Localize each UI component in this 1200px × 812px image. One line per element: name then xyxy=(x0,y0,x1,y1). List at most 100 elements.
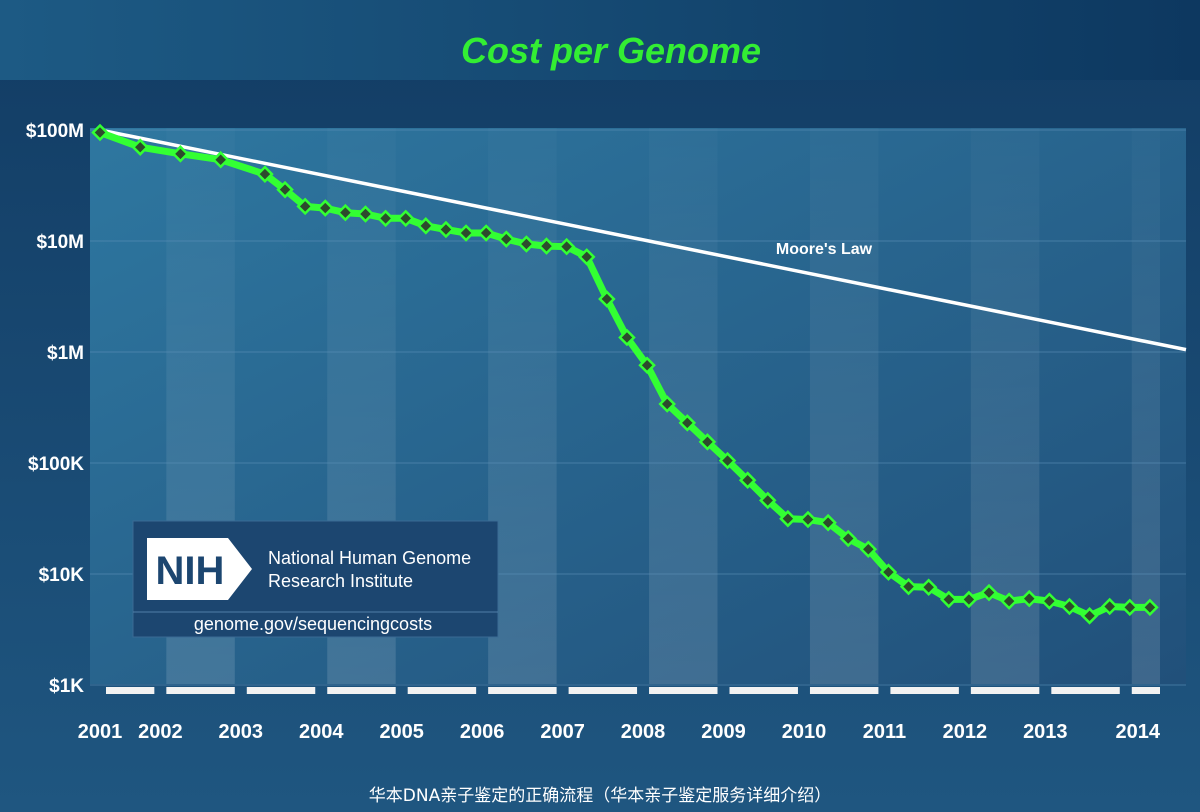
x-tick-label: 2004 xyxy=(299,721,344,743)
x-tick-label: 2006 xyxy=(460,721,505,743)
y-axis-tick-labels: $100M $10M $1M $100K $10K $1K xyxy=(26,121,84,697)
data-point-marker xyxy=(457,224,475,242)
x-tick-label: 2008 xyxy=(621,721,666,743)
year-stripe xyxy=(809,128,879,684)
data-point-marker xyxy=(517,235,536,253)
x-axis-tick-labels: 2001 2002 2003 2004 2005 2006 2007 2008 2009 2010… xyxy=(78,721,1161,743)
x-tick-label: 2012 xyxy=(943,721,988,743)
title-band xyxy=(0,0,1200,80)
data-point-marker xyxy=(356,205,375,223)
y-tick-label: $1K xyxy=(49,676,84,697)
data-point-marker xyxy=(396,209,415,228)
data-point-marker xyxy=(980,583,998,602)
x-tick-label: 2014 xyxy=(1116,721,1161,743)
cost-markers xyxy=(91,123,1159,625)
data-point-marker xyxy=(497,230,516,248)
data-point-marker xyxy=(1020,589,1038,608)
x-tick-bar xyxy=(729,687,798,694)
data-point-marker xyxy=(537,237,556,255)
x-tick-label: 2013 xyxy=(1023,721,1068,743)
y-tick-label: $100M xyxy=(26,121,84,142)
data-point-marker xyxy=(1000,592,1018,610)
data-point-marker xyxy=(960,590,978,609)
x-tick-label: 2002 xyxy=(138,721,183,743)
data-point-marker xyxy=(1121,598,1139,617)
x-tick-label: 2011 xyxy=(863,721,906,743)
data-point-marker xyxy=(1060,597,1079,616)
data-point-marker xyxy=(658,395,676,413)
data-point-marker xyxy=(276,180,294,199)
data-point-marker xyxy=(256,165,274,183)
data-point-marker xyxy=(839,529,857,548)
x-tick-bar xyxy=(568,687,638,694)
data-point-marker xyxy=(1080,607,1099,625)
y-tick-label: $10M xyxy=(36,232,84,253)
x-tick-label: 2007 xyxy=(540,721,585,743)
page-caption: 华本DNA亲子鉴定的正确流程（华本亲子鉴定服务详细介绍） xyxy=(369,786,831,806)
data-point-marker xyxy=(618,328,636,347)
x-tick-bar xyxy=(166,687,235,694)
year-stripe xyxy=(649,128,718,684)
data-point-marker xyxy=(171,145,190,163)
moores-law-label: Moore's Law xyxy=(776,241,873,258)
data-point-marker xyxy=(131,138,149,156)
x-tick-bar xyxy=(1131,687,1160,694)
data-point-marker xyxy=(738,471,757,489)
nih-logo-url: genome.gov/sequencingcosts xyxy=(194,614,432,634)
data-point-marker xyxy=(577,248,596,266)
nih-logo-line1: National Human Genome xyxy=(268,548,471,568)
x-tick-bar xyxy=(407,687,477,694)
x-axis-tick-bars xyxy=(106,687,1160,694)
x-tick-bar xyxy=(890,687,959,694)
data-point-marker xyxy=(211,150,230,169)
data-point-marker xyxy=(678,414,697,432)
x-tick-bar xyxy=(970,687,1040,694)
data-point-marker xyxy=(819,513,837,532)
x-tick-label: 2005 xyxy=(379,721,424,743)
x-tick-bar xyxy=(488,687,557,694)
data-point-marker xyxy=(91,123,109,142)
data-point-marker xyxy=(376,209,395,228)
x-tick-bar xyxy=(649,687,718,694)
chart-title: Cost per Genome xyxy=(461,30,761,71)
x-tick-bar xyxy=(246,687,316,694)
data-point-marker xyxy=(919,578,938,596)
y-tick-label: $1M xyxy=(47,343,84,364)
data-point-marker xyxy=(799,510,817,529)
nih-badge-text: NIH xyxy=(156,549,225,593)
data-point-marker xyxy=(638,356,656,374)
data-point-marker xyxy=(1141,598,1159,617)
data-point-marker xyxy=(296,197,314,216)
x-tick-bar xyxy=(809,687,879,694)
nih-logo-line2: Research Institute xyxy=(268,571,413,591)
data-point-marker xyxy=(1040,592,1059,610)
data-point-marker xyxy=(698,433,717,451)
x-tick-bar xyxy=(327,687,396,694)
x-tick-label: 2009 xyxy=(701,721,746,743)
x-tick-label: 2010 xyxy=(782,721,827,743)
data-point-marker xyxy=(718,451,737,470)
data-point-marker xyxy=(940,590,958,609)
data-point-marker xyxy=(417,217,435,235)
data-point-marker xyxy=(758,491,777,510)
x-tick-bar xyxy=(1051,687,1120,694)
data-point-marker xyxy=(437,220,455,239)
data-point-marker xyxy=(899,577,918,596)
data-point-marker xyxy=(598,290,616,308)
year-stripe xyxy=(1131,128,1160,684)
data-point-marker xyxy=(779,509,797,528)
moores-law-line xyxy=(99,128,1187,352)
data-point-marker xyxy=(316,199,335,217)
x-tick-label: 2003 xyxy=(219,721,264,743)
nih-badge-icon xyxy=(147,538,252,600)
x-tick-bar xyxy=(106,687,155,694)
x-tick-label: 2001 xyxy=(78,721,123,743)
y-tick-label: $10K xyxy=(39,565,85,586)
data-point-marker xyxy=(859,540,878,559)
data-point-marker xyxy=(557,237,576,256)
data-point-marker xyxy=(477,224,495,242)
nih-logo: NIH National Human Genome Research Insti… xyxy=(132,520,499,638)
data-point-marker xyxy=(1100,597,1119,616)
data-point-marker xyxy=(336,203,355,222)
